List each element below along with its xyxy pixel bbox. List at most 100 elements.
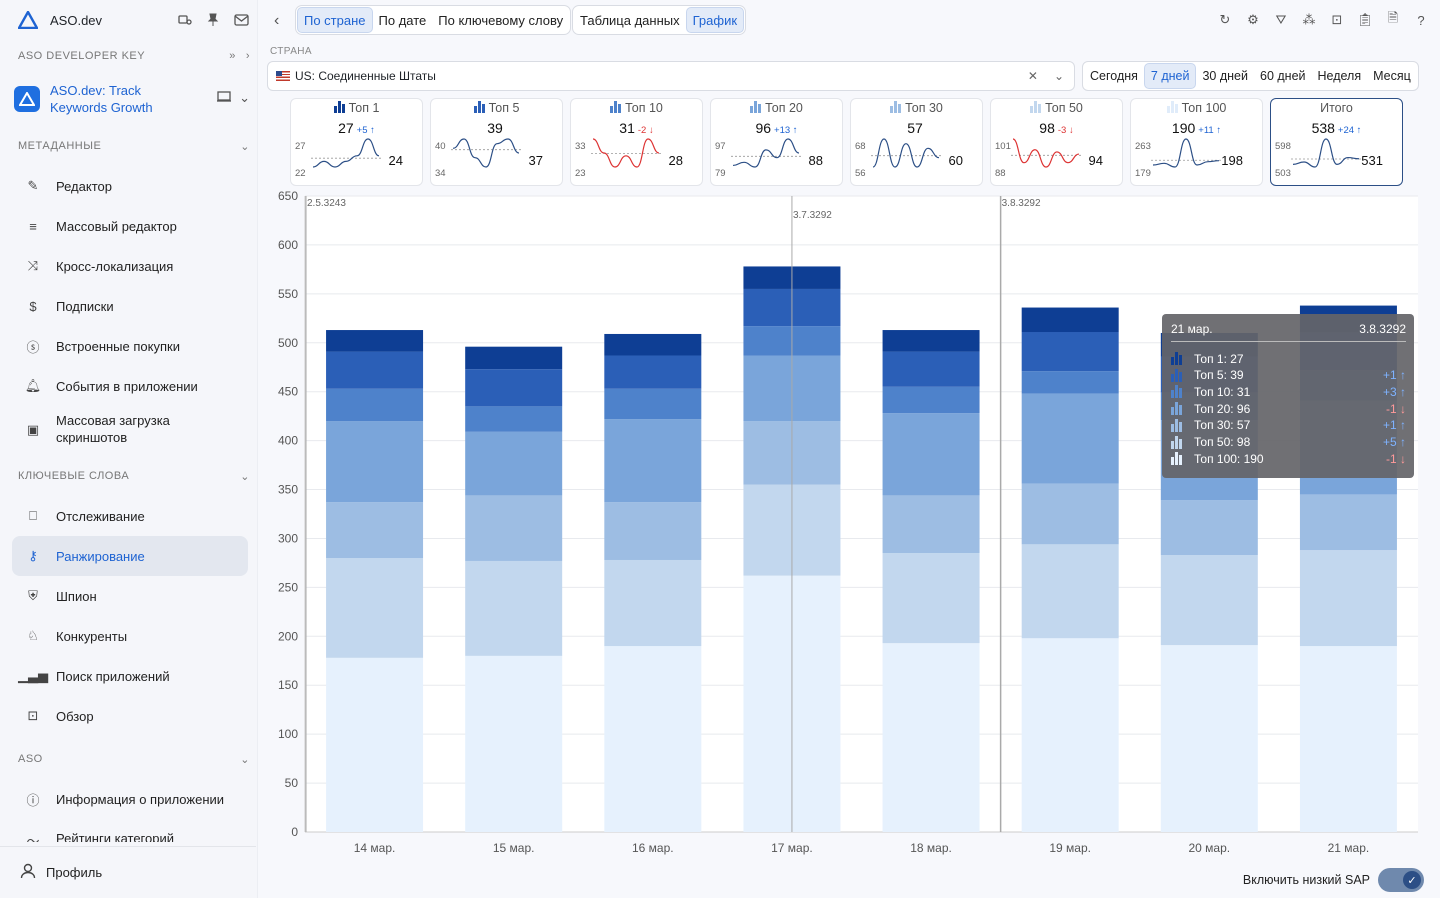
bar-segment[interactable] [326, 351, 424, 389]
period-60-days[interactable]: 60 дней [1260, 69, 1306, 83]
sidebar-item-ranking[interactable]: ⚷ Ранжирование [12, 536, 248, 576]
bar-segment[interactable] [604, 559, 702, 647]
bar-segment[interactable] [882, 553, 980, 644]
chevron-down-icon[interactable]: ⌄ [240, 753, 250, 766]
sidebar-item-overview[interactable]: ⊡ Обзор [12, 696, 248, 736]
meta-section-header[interactable]: МЕТАДАННЫЕ ⌄ [18, 137, 250, 155]
sidebar-item-spy[interactable]: ⛨ Шпион [12, 576, 248, 616]
bar-segment[interactable] [1021, 544, 1119, 639]
bar-segment[interactable] [604, 388, 702, 420]
profile-button[interactable]: Профиль [0, 846, 256, 898]
sidebar-item-competitors[interactable]: ♘ Конкуренты [12, 616, 248, 656]
period-30-days[interactable]: 30 дней [1202, 69, 1248, 83]
bar-segment[interactable] [1160, 645, 1258, 832]
bar-segment[interactable] [326, 558, 424, 658]
summary-card[interactable]: Топ 1 27 +5 ↑ 27 22 24 [290, 98, 423, 186]
chevron-down-icon[interactable]: ⌄ [239, 90, 250, 105]
clear-icon[interactable]: ✕ [1027, 69, 1038, 83]
app-selector[interactable]: ASO.dev: Track Keywords Growth ⌄ [14, 82, 250, 118]
summary-card[interactable]: Топ 100 190 +11 ↑ 263 179 198 [1130, 98, 1263, 186]
bar-segment[interactable] [1021, 371, 1119, 394]
sidebar-item-in-app-events[interactable]: 🔔︎ События в приложении [12, 366, 248, 406]
device-icon[interactable] [217, 90, 232, 106]
bar-segment[interactable] [882, 330, 980, 352]
bar-segment[interactable] [465, 431, 563, 496]
bar-segment[interactable] [1021, 483, 1119, 545]
sidebar-item-cross-localization[interactable]: ⤨ Кросс-локализация [12, 246, 248, 286]
period-week[interactable]: Неделя [1317, 69, 1362, 83]
bar-segment[interactable] [1299, 550, 1397, 647]
bar-segment[interactable] [1021, 332, 1119, 372]
bar-segment[interactable] [882, 386, 980, 414]
bar-segment[interactable] [604, 502, 702, 560]
low-sap-toggle[interactable]: ✓ [1378, 868, 1424, 892]
aso-section-header[interactable]: ASO ⌄ [18, 750, 250, 768]
sidebar-item-editor[interactable]: ✎ Редактор [12, 166, 248, 206]
summary-card[interactable]: Топ 30 57 68 56 60 [850, 98, 983, 186]
summary-card[interactable]: Топ 50 98 -3 ↓ 101 88 94 [990, 98, 1123, 186]
bar-segment[interactable] [604, 646, 702, 832]
bar-segment[interactable] [465, 495, 563, 561]
bar-segment[interactable] [1160, 500, 1258, 556]
bar-segment[interactable] [882, 351, 980, 387]
chevron-down-icon[interactable]: ⌄ [240, 470, 250, 483]
chevron-right-icon[interactable]: › [245, 50, 250, 62]
pin-icon[interactable] [204, 11, 222, 29]
tab-chart[interactable]: График [685, 7, 745, 33]
clipboard-icon[interactable]: 📋︎ [1356, 12, 1374, 27]
cluster-icon[interactable]: ⁂ [1302, 12, 1316, 27]
help-icon[interactable]: ? [1417, 12, 1425, 28]
key-switch-icon[interactable] [176, 11, 194, 29]
tab-by-country[interactable]: По стране [297, 7, 373, 33]
bar-segment[interactable] [326, 388, 424, 422]
period-today[interactable]: Сегодня [1090, 69, 1138, 83]
sidebar-item-subscriptions[interactable]: $ Подписки [12, 286, 248, 326]
summary-card[interactable]: Топ 10 31 -2 ↓ 33 23 28 [570, 98, 703, 186]
bar-segment[interactable] [882, 495, 980, 554]
bar-segment[interactable] [882, 413, 980, 496]
bar-segment[interactable] [465, 346, 563, 370]
bar-segment[interactable] [326, 421, 424, 503]
sidebar-item-bulk-editor[interactable]: ≡ Массовый редактор [12, 206, 248, 246]
bar-segment[interactable] [604, 333, 702, 356]
bar-segment[interactable] [1021, 393, 1119, 484]
filter-icon[interactable]: ⛛ [1275, 12, 1287, 27]
sidebar-item-category-ranks[interactable]: 〜 Рейтинги категорий [12, 826, 248, 842]
bar-segment[interactable] [1021, 307, 1119, 333]
bar-segment[interactable] [1299, 494, 1397, 551]
back-chevron-icon[interactable]: ‹ [274, 12, 280, 29]
bar-segment[interactable] [604, 419, 702, 503]
tab-by-date[interactable]: По дате [378, 12, 427, 28]
bar-segment[interactable] [465, 406, 563, 432]
double-chevron-right-icon[interactable]: » [229, 50, 236, 62]
tab-by-keyword[interactable]: По ключевому слову [438, 12, 564, 28]
bar-segment[interactable] [465, 369, 563, 407]
chevron-down-icon[interactable]: ⌄ [240, 140, 250, 153]
scan-icon[interactable]: ⊡ [1331, 12, 1343, 27]
summary-card[interactable]: Итого 538 +24 ↑ 598 503 531 [1270, 98, 1403, 186]
bar-segment[interactable] [326, 657, 424, 832]
sidebar-item-app-info[interactable]: ⓘ Информация о приложении [12, 779, 248, 819]
gear-icon[interactable]: ⚙ [1247, 12, 1259, 27]
keywords-section-header[interactable]: КЛЮЧЕВЫЕ СЛОВА ⌄ [18, 467, 250, 485]
bar-segment[interactable] [465, 655, 563, 832]
period-month[interactable]: Месяц [1373, 69, 1411, 83]
bar-segment[interactable] [1160, 555, 1258, 646]
sidebar-item-in-app-purchases[interactable]: ⓢ Встроенные покупки [12, 326, 248, 366]
bar-segment[interactable] [882, 643, 980, 832]
chevron-down-icon[interactable]: ⌄ [1053, 69, 1064, 83]
sidebar-item-tracking[interactable]: ⎕ Отслеживание [12, 496, 248, 536]
tab-data-table[interactable]: Таблица данных [580, 12, 680, 28]
country-select[interactable]: US: Соединенные Штаты ✕ ⌄ [267, 61, 1075, 91]
period-7-days[interactable]: 7 дней [1143, 63, 1197, 89]
summary-card[interactable]: Топ 5 39 40 34 37 [430, 98, 563, 186]
bar-segment[interactable] [465, 560, 563, 656]
bar-segment[interactable] [1299, 646, 1397, 832]
refresh-icon[interactable]: ↻ [1219, 12, 1231, 27]
export-icon[interactable]: 🗎︎ [1387, 10, 1399, 25]
bar-segment[interactable] [604, 355, 702, 389]
bar-segment[interactable] [1021, 638, 1119, 832]
mail-icon[interactable] [232, 11, 250, 29]
bar-segment[interactable] [326, 330, 424, 352]
sidebar-item-app-search[interactable]: ▁▃▅ Поиск приложений [12, 656, 248, 696]
